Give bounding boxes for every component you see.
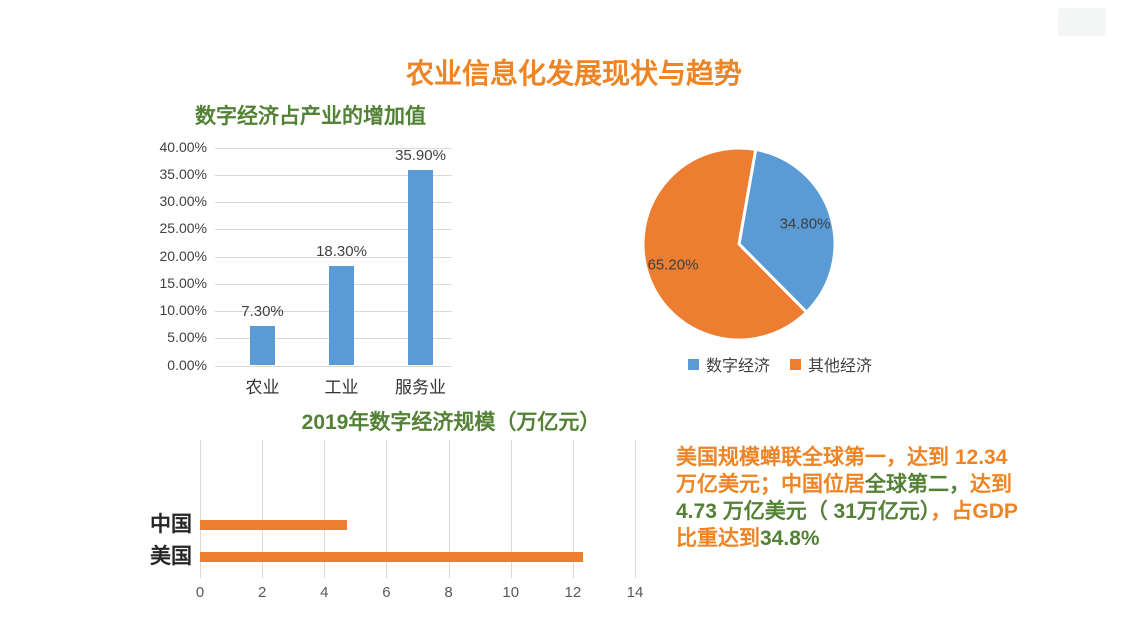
column-bar bbox=[250, 325, 275, 366]
pie-data-label: 65.20% bbox=[648, 257, 699, 274]
y-axis-tick-label: 0.00% bbox=[167, 356, 207, 373]
hbar-chart-title: 2019年数字经济规模（万亿元） bbox=[301, 411, 601, 434]
gridline bbox=[572, 440, 574, 578]
y-axis-tick-label: 5.00% bbox=[167, 329, 207, 346]
legend-item: 数字经济 bbox=[687, 352, 770, 376]
note-segment: 美国规模蝉联全球第一，达到 12.34 万亿美元；中国位居 bbox=[676, 446, 1008, 496]
legend-label: 数字经济 bbox=[705, 358, 770, 375]
note-segment: 4.73 万亿美元（ 31万亿元） bbox=[676, 500, 931, 523]
bar-data-label: 18.30% bbox=[316, 242, 367, 260]
note-segment: 达到 bbox=[970, 473, 1012, 496]
gridline bbox=[215, 229, 452, 231]
column-bar bbox=[329, 265, 354, 366]
gridline bbox=[262, 440, 264, 578]
legend-swatch bbox=[687, 358, 699, 370]
y-axis-tick-label: 35.00% bbox=[159, 165, 207, 182]
pie-chart: 34.80% 65.20% bbox=[641, 146, 837, 342]
x-axis-tick-label: 2 bbox=[257, 584, 267, 601]
gridline bbox=[215, 147, 452, 149]
column-chart: 0.00% 5.00% 10.00% 15.00% 20.00% 25.00% 30.00%… bbox=[160, 138, 480, 408]
column-bar bbox=[408, 169, 433, 366]
hbar-bar bbox=[200, 552, 584, 562]
x-axis-tick-label: 14 bbox=[626, 584, 644, 601]
x-axis-tick-label: 12 bbox=[564, 584, 582, 601]
x-axis-tick-label: 0 bbox=[195, 584, 205, 601]
x-axis-category-label: 工业 bbox=[324, 377, 359, 397]
y-axis-tick-label: 15.00% bbox=[159, 274, 207, 291]
gridline bbox=[448, 440, 450, 578]
pie-data-label: 34.80% bbox=[780, 215, 831, 232]
hbar-category-label: 美国 bbox=[150, 545, 192, 568]
x-axis-tick-label: 4 bbox=[320, 584, 329, 601]
x-axis-category-label: 服务业 bbox=[395, 377, 446, 397]
legend-swatch bbox=[790, 358, 801, 370]
gridline bbox=[215, 174, 452, 176]
gridline bbox=[215, 365, 452, 367]
y-axis-tick-label: 30.00% bbox=[159, 193, 207, 209]
y-axis-tick-label: 10.00% bbox=[159, 302, 207, 318]
note-segment: 34.8% bbox=[760, 527, 820, 550]
hbar-category-label: 中国 bbox=[150, 513, 192, 536]
column-chart-title: 数字经济占产业的增加值 bbox=[195, 105, 426, 128]
x-axis-tick-label: 10 bbox=[502, 584, 520, 601]
legend-label: 其他经济 bbox=[808, 358, 873, 375]
watermark bbox=[1058, 8, 1106, 36]
gridline bbox=[510, 440, 512, 578]
gridline bbox=[200, 440, 201, 578]
y-axis-tick-label: 20.00% bbox=[159, 247, 207, 264]
note-text: 美国规模蝉联全球第一，达到 12.34 万亿美元；中国位居全球第二，达到 4.7… bbox=[676, 444, 1026, 552]
gridline bbox=[386, 440, 388, 578]
pie-legend: 数字经济 其他经济 bbox=[660, 352, 900, 376]
x-axis-tick-label: 6 bbox=[382, 584, 391, 601]
hbar-bar bbox=[200, 520, 347, 530]
x-axis-category-label: 农业 bbox=[245, 377, 280, 397]
note-segment: 全球第二， bbox=[865, 473, 970, 496]
note-segment: ，占GDP比重达到 bbox=[676, 500, 1018, 550]
hbar-chart: 0 2 4 6 8 10 12 14 中国美国 bbox=[140, 438, 700, 608]
gridline bbox=[215, 202, 452, 203]
pie-slice-0 bbox=[737, 147, 837, 314]
bar-data-label: 35.90% bbox=[395, 146, 446, 164]
pie-slice-1 bbox=[641, 146, 809, 342]
x-axis-tick-label: 8 bbox=[444, 584, 453, 601]
y-axis-tick-label: 40.00% bbox=[159, 138, 207, 155]
gridline bbox=[324, 440, 326, 578]
gridline bbox=[215, 256, 452, 258]
y-axis-tick-label: 25.00% bbox=[159, 220, 207, 237]
gridline bbox=[635, 440, 636, 578]
legend-item: 其他经济 bbox=[790, 352, 872, 376]
page-title: 农业信息化发展现状与趋势 bbox=[405, 58, 743, 89]
bar-data-label: 7.30% bbox=[241, 302, 284, 320]
